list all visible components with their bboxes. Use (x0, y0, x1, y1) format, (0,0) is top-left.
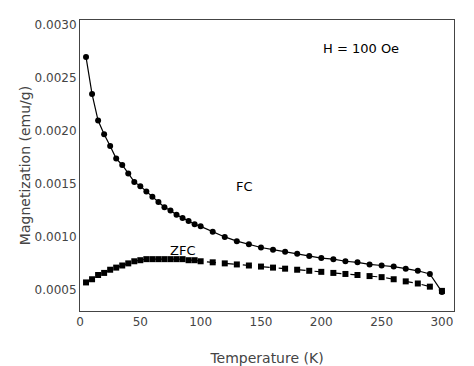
svg-text:250: 250 (370, 315, 393, 329)
svg-text:150: 150 (250, 315, 273, 329)
svg-text:0.0010: 0.0010 (35, 230, 77, 244)
svg-text:Temperature (K): Temperature (K) (209, 350, 323, 366)
svg-text:300: 300 (430, 315, 453, 329)
svg-text:FC: FC (236, 179, 253, 194)
svg-text:100: 100 (189, 315, 212, 329)
svg-text:ZFC: ZFC (170, 243, 195, 258)
svg-text:0.0005: 0.0005 (35, 283, 77, 297)
svg-text:0.0025: 0.0025 (35, 71, 77, 85)
svg-text:200: 200 (310, 315, 333, 329)
svg-text:0: 0 (76, 315, 84, 329)
svg-text:H = 100 Oe: H = 100 Oe (323, 41, 399, 56)
svg-text:50: 50 (133, 315, 148, 329)
svg-text:0.0030: 0.0030 (35, 18, 77, 32)
svg-text:0.0015: 0.0015 (35, 177, 77, 191)
svg-text:0.0020: 0.0020 (35, 124, 77, 138)
svg-text:Magnetization (emu/g): Magnetization (emu/g) (17, 86, 33, 245)
